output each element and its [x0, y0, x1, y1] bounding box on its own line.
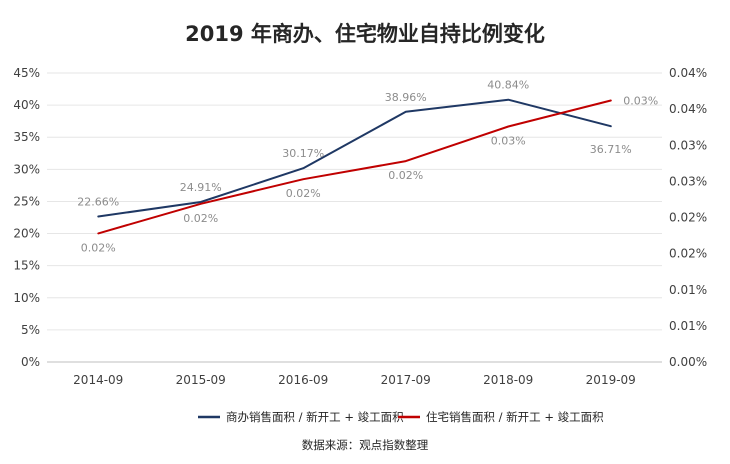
y-right-tick-label: 0.01% [669, 319, 707, 333]
y-left-tick-label: 40% [13, 98, 40, 112]
chart-title: 2019 年商办、住宅物业自持比例变化 [185, 22, 545, 46]
y-left-tick-label: 15% [13, 259, 40, 273]
legend-label-residential: 住宅销售面积 / 新开工 + 竣工面积 [426, 410, 604, 424]
data-label: 0.03% [623, 94, 658, 107]
data-label: 0.02% [286, 187, 321, 200]
data-label: 38.96% [385, 91, 427, 104]
x-tick-label: 2017-09 [381, 373, 431, 387]
data-label: 22.66% [77, 195, 119, 208]
x-tick-label: 2019-09 [586, 373, 636, 387]
x-tick-label: 2018-09 [483, 373, 533, 387]
data-label: 0.03% [491, 134, 526, 147]
y-left-tick-label: 45% [13, 66, 40, 80]
data-label: 40.84% [487, 79, 529, 92]
y-left-tick-label: 20% [13, 227, 40, 241]
y-right-tick-label: 0.03% [669, 138, 707, 152]
series-line-commercial [97, 98, 612, 218]
x-tick-label: 2016-09 [278, 373, 328, 387]
y-left-tick-label: 10% [13, 291, 40, 305]
y-right-tick-label: 0.04% [669, 66, 707, 80]
y-left-tick-label: 30% [13, 162, 40, 176]
x-tick-label: 2014-09 [73, 373, 123, 387]
data-label: 0.02% [388, 169, 423, 182]
y-right-tick-label: 0.04% [669, 102, 707, 116]
series-line-residential [97, 99, 612, 235]
data-label: 36.71% [590, 143, 632, 156]
data-label: 0.02% [183, 212, 218, 225]
data-label: 0.02% [81, 241, 116, 254]
data-label: 24.91% [180, 181, 222, 194]
y-left-tick-label: 35% [13, 130, 40, 144]
y-right-tick-label: 0.01% [669, 283, 707, 297]
y-left-tick-label: 5% [21, 323, 40, 337]
data-label: 30.17% [282, 147, 324, 160]
y-right-tick-label: 0.00% [669, 355, 707, 369]
y-right-tick-label: 0.02% [669, 211, 707, 225]
y-right-tick-label: 0.02% [669, 247, 707, 261]
y-left-tick-label: 25% [13, 194, 40, 208]
y-left-tick-label: 0% [21, 355, 40, 369]
x-tick-label: 2015-09 [176, 373, 226, 387]
y-right-tick-label: 0.03% [669, 174, 707, 188]
legend-label-commercial: 商办销售面积 / 新开工 + 竣工面积 [226, 410, 404, 424]
chart-source: 数据来源：观点指数整理 [301, 438, 429, 452]
